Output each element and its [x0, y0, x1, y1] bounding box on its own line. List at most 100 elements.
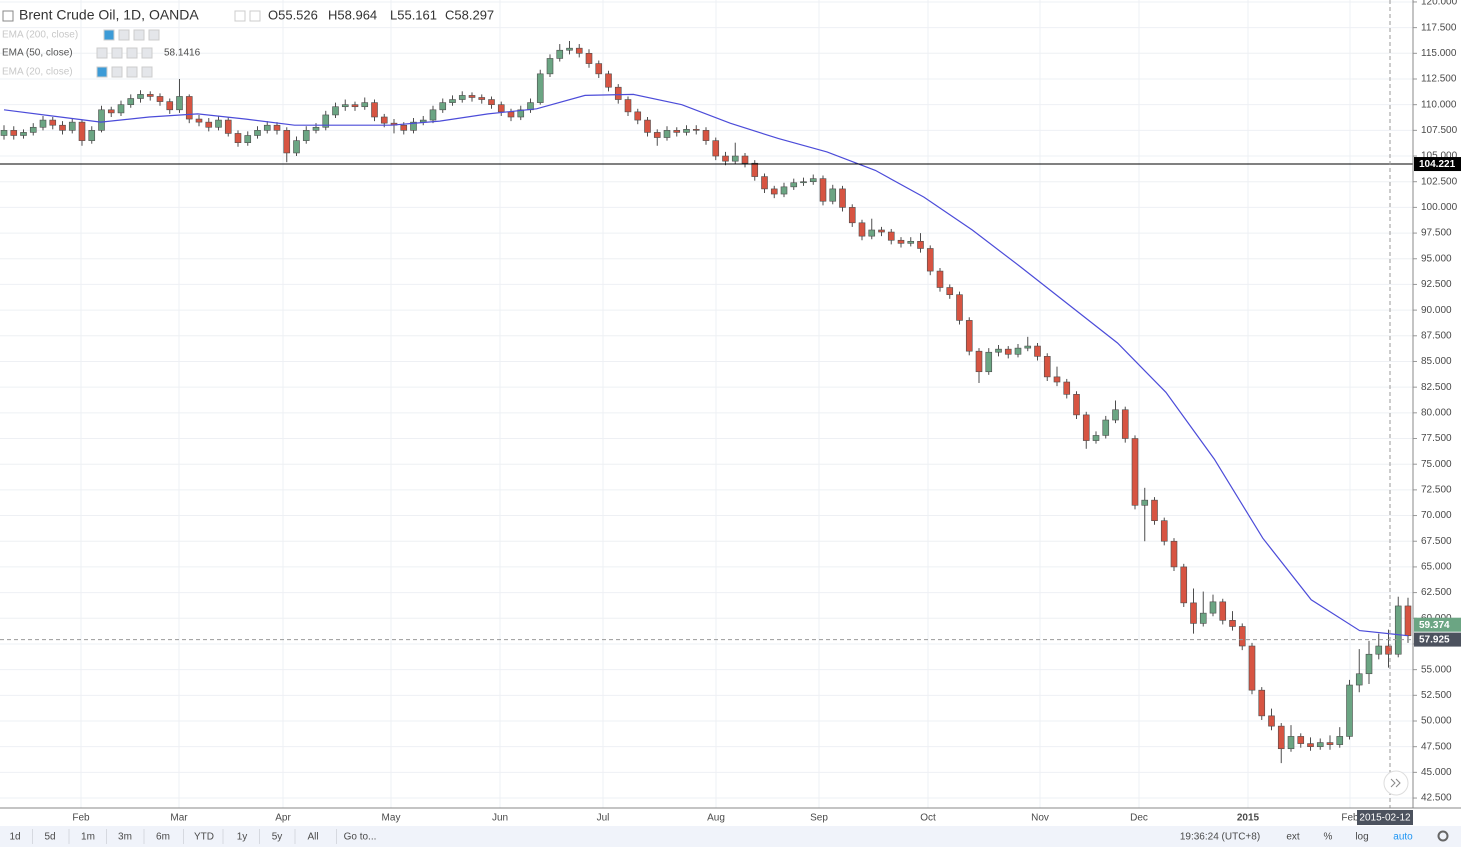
indicator-icon[interactable]: [96, 47, 108, 59]
candle-body: [59, 124, 66, 131]
candle-body: [536, 73, 544, 103]
indicator-icon[interactable]: [148, 29, 160, 41]
candle-body: [1297, 736, 1305, 744]
x-tick-label: Sep: [810, 813, 828, 824]
date-label: 2015-02-12: [1359, 813, 1411, 824]
candle-body: [302, 130, 310, 141]
candle-body: [1209, 601, 1217, 614]
candle-body: [917, 240, 924, 249]
candle-body: [371, 102, 378, 118]
y-tick-label: 47.500: [1421, 741, 1452, 752]
indicator-icon[interactable]: [141, 66, 153, 78]
candle-body: [1199, 612, 1207, 624]
candle-body: [137, 94, 144, 99]
indicator-icon[interactable]: [118, 29, 130, 41]
y-tick-label: 110.000: [1421, 99, 1457, 110]
indicator-icon[interactable]: [141, 47, 153, 59]
y-tick-label: 77.500: [1421, 433, 1452, 444]
range-button[interactable]: 1m: [81, 832, 95, 843]
candle-body: [702, 130, 710, 141]
hline-label-box: [1414, 157, 1461, 172]
candle-body: [878, 229, 885, 233]
x-tick-label: Feb: [1341, 813, 1359, 824]
candle-body: [653, 132, 661, 138]
option-button[interactable]: auto: [1393, 832, 1413, 843]
option-button[interactable]: log: [1355, 832, 1368, 843]
ohlc-value: C58.297: [445, 7, 494, 22]
scroll-button[interactable]: [1383, 770, 1409, 796]
candle-body: [956, 294, 963, 321]
indicator-icon[interactable]: [133, 29, 145, 41]
candle-body: [322, 114, 330, 128]
indicator-icon[interactable]: [126, 47, 138, 59]
y-tick-label: 107.500: [1421, 125, 1458, 136]
range-button[interactable]: Go to...: [344, 832, 377, 843]
candle-body: [507, 111, 515, 118]
candle-body: [1316, 742, 1324, 747]
candle-body: [458, 95, 466, 100]
range-button[interactable]: 6m: [156, 832, 170, 843]
y-tick-label: 72.500: [1421, 485, 1452, 496]
candle-body: [1307, 743, 1314, 747]
x-tick-label: 2015: [1237, 813, 1260, 824]
range-button[interactable]: YTD: [194, 832, 214, 843]
candle-body: [995, 348, 1002, 353]
range-button[interactable]: 1y: [237, 832, 248, 843]
candle-body: [1268, 715, 1275, 727]
indicator-icon[interactable]: [111, 66, 123, 78]
candle-body: [1336, 736, 1344, 745]
candle-body: [341, 104, 349, 108]
range-button[interactable]: 1d: [9, 832, 20, 843]
candle-body: [1014, 347, 1022, 355]
option-button[interactable]: %: [1324, 832, 1333, 843]
date-label-box: [1357, 810, 1413, 825]
candle-body: [761, 176, 768, 190]
y-tick-label: 112.500: [1421, 74, 1457, 85]
y-tick-label: 52.500: [1421, 690, 1452, 701]
candle-body: [546, 58, 554, 75]
candle-body: [351, 104, 359, 108]
y-tick-label: 92.500: [1421, 279, 1452, 290]
candle-body: [107, 109, 115, 114]
legend-entry: EMA (50, close): [2, 48, 73, 59]
x-tick-label: May: [382, 813, 401, 824]
candle-body: [468, 95, 476, 98]
y-tick-label: 62.500: [1421, 587, 1452, 598]
toolbar: [0, 826, 1461, 847]
settings-icon[interactable]: [1437, 830, 1449, 842]
candle-body: [195, 118, 203, 123]
candle-body: [78, 121, 86, 141]
y-tick-label: 95.000: [1421, 253, 1452, 264]
range-button[interactable]: All: [307, 832, 318, 843]
candle-body: [254, 130, 261, 136]
candle-body: [263, 124, 271, 131]
indicator-icon[interactable]: [103, 29, 115, 41]
candle-body: [1346, 684, 1353, 737]
range-button[interactable]: 3m: [118, 832, 132, 843]
candle-body: [1024, 345, 1032, 349]
candle-body: [185, 96, 193, 120]
price-axis-bg: [1413, 0, 1461, 808]
candle-body: [1365, 653, 1373, 675]
ohlc-value: L55.161: [390, 7, 437, 22]
indicator-icon[interactable]: [96, 66, 108, 78]
candle-body: [1141, 499, 1149, 506]
candle-body: [176, 96, 183, 111]
candle-body: [946, 287, 954, 296]
candle-body: [215, 119, 222, 128]
candle-body: [809, 178, 817, 183]
y-tick-label: 55.000: [1421, 664, 1452, 675]
candle-body: [380, 116, 388, 124]
candle-body: [907, 240, 915, 244]
indicator-icon[interactable]: [126, 66, 138, 78]
y-tick-label: 105.000: [1421, 151, 1458, 162]
candle-body: [887, 231, 895, 241]
x-tick-label: Feb: [72, 813, 90, 824]
range-button[interactable]: 5y: [272, 832, 283, 843]
option-button[interactable]: ext: [1286, 832, 1300, 843]
y-tick-label: 65.000: [1421, 562, 1452, 573]
y-tick-label: 80.000: [1421, 407, 1452, 418]
candle-body: [1121, 409, 1129, 439]
indicator-icon[interactable]: [111, 47, 123, 59]
range-button[interactable]: 5d: [44, 832, 55, 843]
